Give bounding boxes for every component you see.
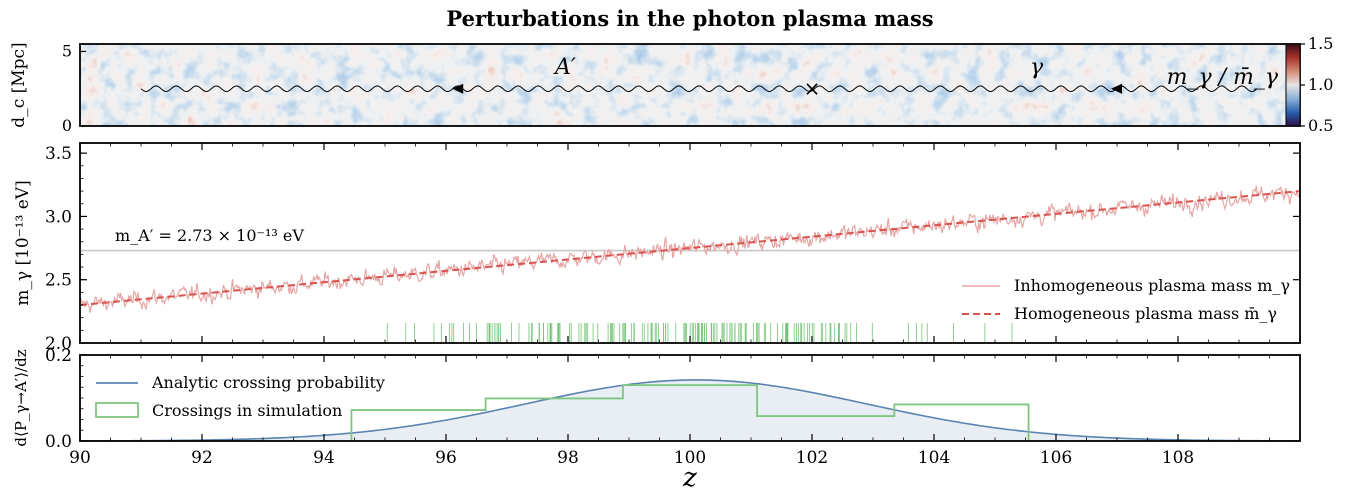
- probability-xtick-label: 106: [1040, 448, 1072, 468]
- legend-simulation-swatch: [95, 402, 139, 418]
- analytic-probability-fill: [80, 379, 1300, 441]
- reference-mass-label: m_A′ = 2.73 × 10⁻¹³ eV: [115, 226, 304, 245]
- probability-xtick-label: 96: [435, 448, 457, 468]
- legend-analytic-label: Analytic crossing probability: [151, 373, 385, 392]
- conversion-mark: ×: [804, 77, 821, 101]
- simulation-histogram: [80, 384, 1300, 441]
- x-axis-label: z: [682, 463, 697, 492]
- crossing-ticks: [386, 323, 1013, 342]
- heatmap-ylabel: d_c [Mpc]: [9, 42, 29, 127]
- colorbar-tick-label: 0.5: [1308, 116, 1333, 135]
- direction-arrow: [452, 83, 464, 94]
- probability-xtick-label: 102: [796, 448, 828, 468]
- colorbar-inline-label: m_γ / m̄_γ: [1167, 65, 1279, 90]
- probability-xtick-label: 90: [69, 448, 91, 468]
- mass-legend: Inhomogeneous plasma mass m_γ Homogeneou…: [962, 276, 1290, 323]
- label-dark-photon: A′: [553, 55, 576, 80]
- legend-inhomogeneous-label: Inhomogeneous plasma mass m_γ: [1014, 276, 1290, 295]
- mass-ytick-label: 2.0: [45, 334, 72, 354]
- colorbar-tick-label: 1.0: [1308, 75, 1333, 94]
- analytic-probability-line: [80, 379, 1300, 441]
- wavy-path: [140, 85, 1258, 93]
- heatmap-ytick-label: 5: [62, 41, 72, 60]
- probability-legend: Analytic crossing probability Crossings …: [95, 373, 385, 420]
- probability-xtick-label: 92: [191, 448, 213, 468]
- probability-x-ticks: 90 92 94 96 98 100 102 104 106 108: [69, 355, 1301, 468]
- probability-panel: 0.0 0.2 90 92 94 96 98 100 102 104 106 108 d⟨P_γ→A…: [12, 346, 1301, 492]
- particle-path: [140, 83, 1258, 94]
- mass-ytick-label: 2.5: [45, 271, 72, 291]
- mass-y-ticks: 2.0 2.5 3.0 3.5: [45, 144, 1300, 354]
- colorbar: 0.5 1.0 1.5: [1285, 34, 1333, 135]
- heatmap-y-ticks: 05: [62, 41, 86, 135]
- heatmap-field: [80, 44, 1300, 126]
- homogeneous-mass-line: [80, 190, 1300, 307]
- probability-xtick-label: 104: [918, 448, 950, 468]
- mass-x-ticks: [79, 143, 1301, 343]
- direction-arrow: [1111, 83, 1122, 94]
- colorbar-gradient: [1285, 43, 1301, 127]
- colorbar-ticks: 0.5 1.0 1.5: [1300, 34, 1333, 135]
- mass-ylabel: m_γ [10⁻¹³ eV]: [13, 180, 33, 305]
- probability-ytick-label: 0.2: [45, 346, 72, 366]
- probability-xtick-label: 100: [674, 448, 706, 468]
- colorbar-tick-label: 1.5: [1308, 34, 1333, 53]
- label-photon: γ: [1030, 55, 1044, 80]
- probability-ylabel: d⟨P_γ→A′⟩/dz: [12, 349, 30, 446]
- legend-homogeneous-label: Homogeneous plasma mass m̄_γ: [1014, 304, 1277, 323]
- heatmap-panel: A′ γ × m_γ / m̄_γ 05 d_c [Mpc]: [9, 41, 1301, 135]
- probability-y-ticks: 0.0 0.2: [45, 346, 1300, 452]
- legend-simulation-label: Crossings in simulation: [152, 401, 342, 420]
- probability-xtick-label: 98: [557, 448, 579, 468]
- figure-title: Perturbations in the photon plasma mass: [446, 6, 933, 31]
- probability-xtick-label: 94: [313, 448, 335, 468]
- probability-xtick-label: 108: [1162, 448, 1194, 468]
- mass-ytick-label: 3.0: [45, 207, 72, 227]
- heatmap-ytick-label: 0: [62, 116, 72, 135]
- mass-panel: m_A′ = 2.73 × 10⁻¹³ eV 2.0 2.5 3.0 3.5 m_γ …: [13, 142, 1301, 354]
- probability-ytick-label: 0.0: [45, 432, 72, 452]
- mass-ytick-label: 3.5: [45, 144, 72, 164]
